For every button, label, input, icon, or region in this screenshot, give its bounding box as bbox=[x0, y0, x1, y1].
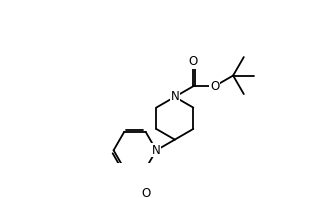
Text: N: N bbox=[171, 90, 179, 103]
Text: O: O bbox=[189, 55, 198, 68]
Text: O: O bbox=[210, 80, 219, 93]
Text: N: N bbox=[152, 144, 161, 157]
Text: O: O bbox=[141, 187, 150, 198]
